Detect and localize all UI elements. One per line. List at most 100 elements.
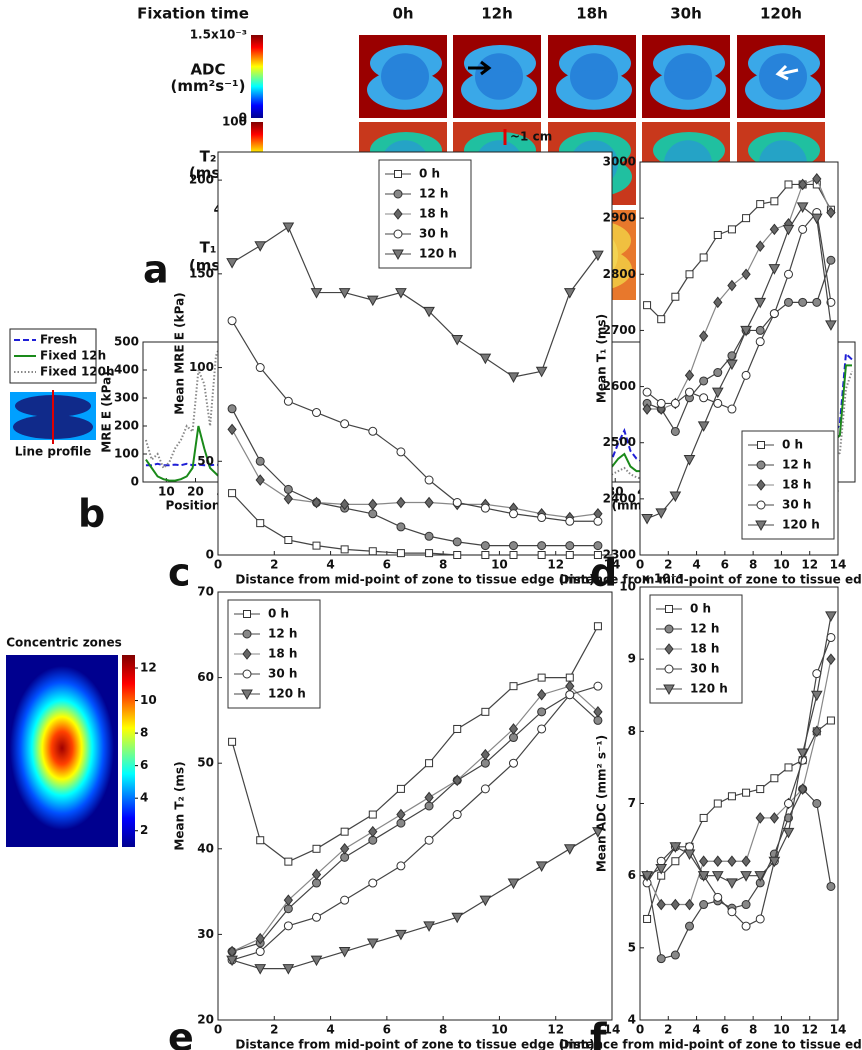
legend-label: 18 h — [268, 647, 297, 661]
scale-label: x 10⁻⁴ — [642, 572, 682, 586]
x-tick-label: 6 — [721, 1023, 729, 1037]
marker — [453, 551, 462, 559]
marker — [784, 180, 793, 189]
series-line — [231, 408, 598, 547]
marker — [453, 724, 462, 733]
marker — [741, 370, 751, 380]
colorbar — [122, 655, 135, 847]
marker — [537, 673, 546, 682]
marker — [479, 895, 492, 907]
x-tick-label: 14 — [604, 558, 621, 572]
y-tick-label: 6 — [628, 868, 636, 882]
marker — [255, 456, 265, 466]
marker — [424, 496, 434, 509]
legend-label: 18 h — [690, 642, 719, 656]
marker — [283, 492, 293, 505]
x-axis-label: Distance from mid-point of zone to tissu… — [559, 573, 862, 587]
marker — [509, 682, 518, 691]
x-tick-label: 10 — [491, 1023, 508, 1037]
marker — [741, 268, 751, 281]
marker — [283, 921, 293, 931]
marker — [685, 387, 694, 397]
marker — [727, 404, 737, 414]
marker — [663, 684, 675, 696]
marker — [713, 230, 722, 239]
y-axis-label: Mean ADC (mm² s⁻¹) — [595, 735, 609, 872]
row-label: T₂ — [200, 147, 217, 165]
marker — [713, 368, 723, 378]
x-tick-label: 10 — [773, 1023, 790, 1037]
marker — [480, 541, 490, 551]
marker — [254, 964, 267, 975]
legend-label: 0 h — [268, 607, 289, 621]
legend-label: 30 h — [419, 227, 448, 241]
marker — [593, 551, 602, 559]
marker — [423, 921, 435, 932]
marker — [699, 393, 709, 403]
legend-label: 0 h — [782, 438, 803, 452]
marker — [312, 541, 321, 550]
legend-label: 30 h — [268, 667, 297, 681]
marker — [311, 496, 322, 509]
column-label: 30h — [670, 5, 702, 23]
marker — [699, 376, 709, 386]
colorbar — [251, 35, 263, 118]
y-tick-label: 40 — [197, 841, 214, 855]
marker — [713, 296, 723, 309]
x-tick-label: 8 — [439, 1023, 447, 1037]
marker — [684, 369, 695, 382]
marker — [796, 748, 809, 760]
marker — [770, 197, 779, 206]
marker — [782, 827, 795, 839]
marker — [283, 894, 293, 906]
marker — [563, 288, 576, 299]
marker — [642, 387, 652, 397]
marker — [683, 849, 696, 861]
marker — [713, 398, 723, 408]
marker — [509, 758, 518, 768]
marker — [254, 241, 267, 252]
marker — [826, 297, 836, 307]
marker — [798, 297, 808, 307]
marker — [643, 301, 652, 310]
marker — [740, 325, 752, 337]
y-axis-label: MRE E (kPa) — [100, 371, 114, 452]
marker — [699, 900, 709, 910]
panel-letter: f — [590, 1016, 607, 1050]
x-tick-label: 4 — [692, 558, 700, 572]
zones-title: Concentric zones — [6, 636, 122, 650]
legend-label: 30 h — [690, 662, 719, 676]
tissue-core — [475, 53, 523, 100]
colorbar-tick-label: 100 — [222, 115, 247, 129]
x-tick-label: 10 — [491, 558, 508, 572]
marker — [769, 309, 779, 319]
marker — [670, 898, 680, 911]
tissue-core — [570, 53, 618, 100]
marker — [396, 549, 405, 558]
marker — [812, 725, 822, 738]
x-tick-label: 0 — [636, 558, 644, 572]
marker — [565, 541, 575, 551]
marker — [727, 907, 737, 917]
marker — [368, 547, 377, 556]
y-tick-label: 10 — [619, 580, 636, 594]
arrow — [775, 64, 799, 81]
x-tick-label: 6 — [383, 1023, 391, 1037]
marker — [784, 799, 793, 808]
marker — [563, 844, 576, 855]
marker — [697, 871, 710, 882]
legend-label: 0 h — [419, 167, 440, 181]
marker — [537, 688, 547, 701]
marker — [755, 337, 765, 347]
marker — [537, 707, 547, 717]
row-unit: (mm²s⁻¹) — [171, 77, 246, 95]
y-tick-label: 500 — [114, 335, 139, 349]
marker — [242, 648, 252, 660]
marker — [726, 878, 738, 889]
panel-letter: d — [590, 551, 617, 595]
panel-letter: e — [168, 1016, 194, 1050]
marker — [338, 947, 351, 958]
row-label: ADC — [190, 60, 225, 78]
mri-image — [737, 35, 825, 118]
marker — [255, 932, 265, 945]
